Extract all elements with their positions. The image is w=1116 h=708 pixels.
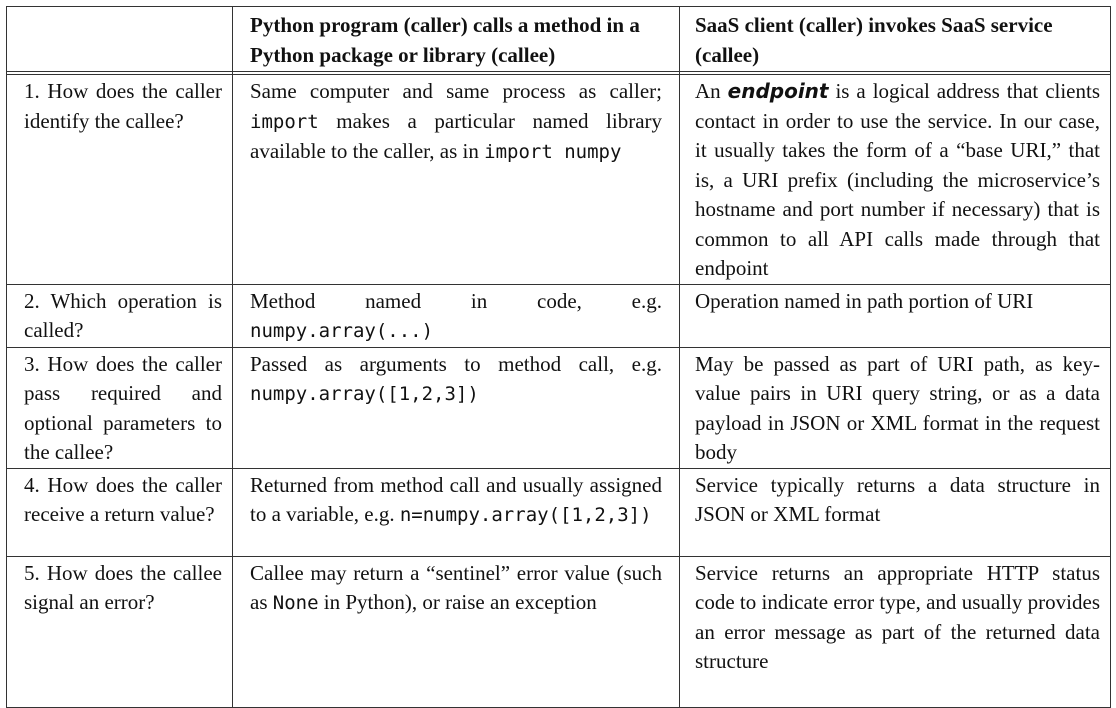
python-text: Returned from method call and usually as… <box>250 472 662 527</box>
python-text: Callee may return a “sentinel” error val… <box>250 560 662 615</box>
python-cell: Callee may return a “sentinel” error val… <box>232 555 680 708</box>
python-text: makes a particular named library availab… <box>250 108 663 164</box>
table-header-row: Python program (caller) calls a method i… <box>6 6 1111 72</box>
saas-cell: Operation named in path portion of URI <box>679 283 1111 348</box>
python-code: numpy.array([1,2,3]) <box>250 383 479 405</box>
header-divider <box>6 71 1111 75</box>
header-cell-python: Python program (caller) calls a method i… <box>232 6 680 72</box>
question-cell: 3. How does the caller pass required and… <box>6 346 233 469</box>
python-text: Same computer and same process as caller… <box>250 79 662 103</box>
python-code: None <box>272 592 319 614</box>
saas-cell: An endpoint is a logical address that cl… <box>679 74 1111 285</box>
python-text: Passed as arguments to method call, e.g. <box>250 351 662 376</box>
comparison-table: Python program (caller) calls a method i… <box>6 6 1111 708</box>
table-row: 5. How does the callee signal an error? … <box>6 555 1111 708</box>
python-cell: Method named in code, e.g. numpy.array(.… <box>232 283 680 348</box>
header-cell-saas: SaaS client (caller) invokes SaaS servic… <box>679 6 1111 72</box>
python-text: in Python), or raise an exception <box>323 590 597 614</box>
question-cell: 5. How does the callee signal an error? <box>6 555 233 708</box>
table-row: 2. Which operation is called? Method nam… <box>6 283 1111 348</box>
saas-cell: Service returns an appropriate HTTP stat… <box>679 555 1111 708</box>
question-cell: 4. How does the caller receive a return … <box>6 467 233 557</box>
python-cell: Returned from method call and usually as… <box>232 467 680 557</box>
table-row: 1. How does the caller identify the call… <box>6 74 1111 285</box>
table-row: 4. How does the caller receive a return … <box>6 467 1111 557</box>
saas-cell: Service typically returns a data structu… <box>679 467 1111 557</box>
header-cell-empty <box>6 6 233 72</box>
python-code: import numpy <box>484 141 622 163</box>
saas-text: is a logical address that clients contac… <box>695 79 1101 280</box>
saas-emphasis: endpoint <box>727 79 829 103</box>
python-code: import <box>250 110 319 133</box>
python-cell: Passed as arguments to method call, e.g.… <box>232 346 680 469</box>
question-cell: 1. How does the caller identify the call… <box>6 74 233 285</box>
saas-cell: May be passed as part of URI path, as ke… <box>679 346 1111 469</box>
table-row: 3. How does the caller pass required and… <box>6 346 1111 469</box>
python-text: Method named in code, e.g. <box>250 288 662 313</box>
python-code: n=numpy.array([1,2,3]) <box>399 504 652 526</box>
question-cell: 2. Which operation is called? <box>6 283 233 348</box>
python-cell: Same computer and same process as caller… <box>232 74 680 285</box>
python-code: numpy.array(...) <box>250 320 434 342</box>
saas-text: An <box>695 79 721 103</box>
